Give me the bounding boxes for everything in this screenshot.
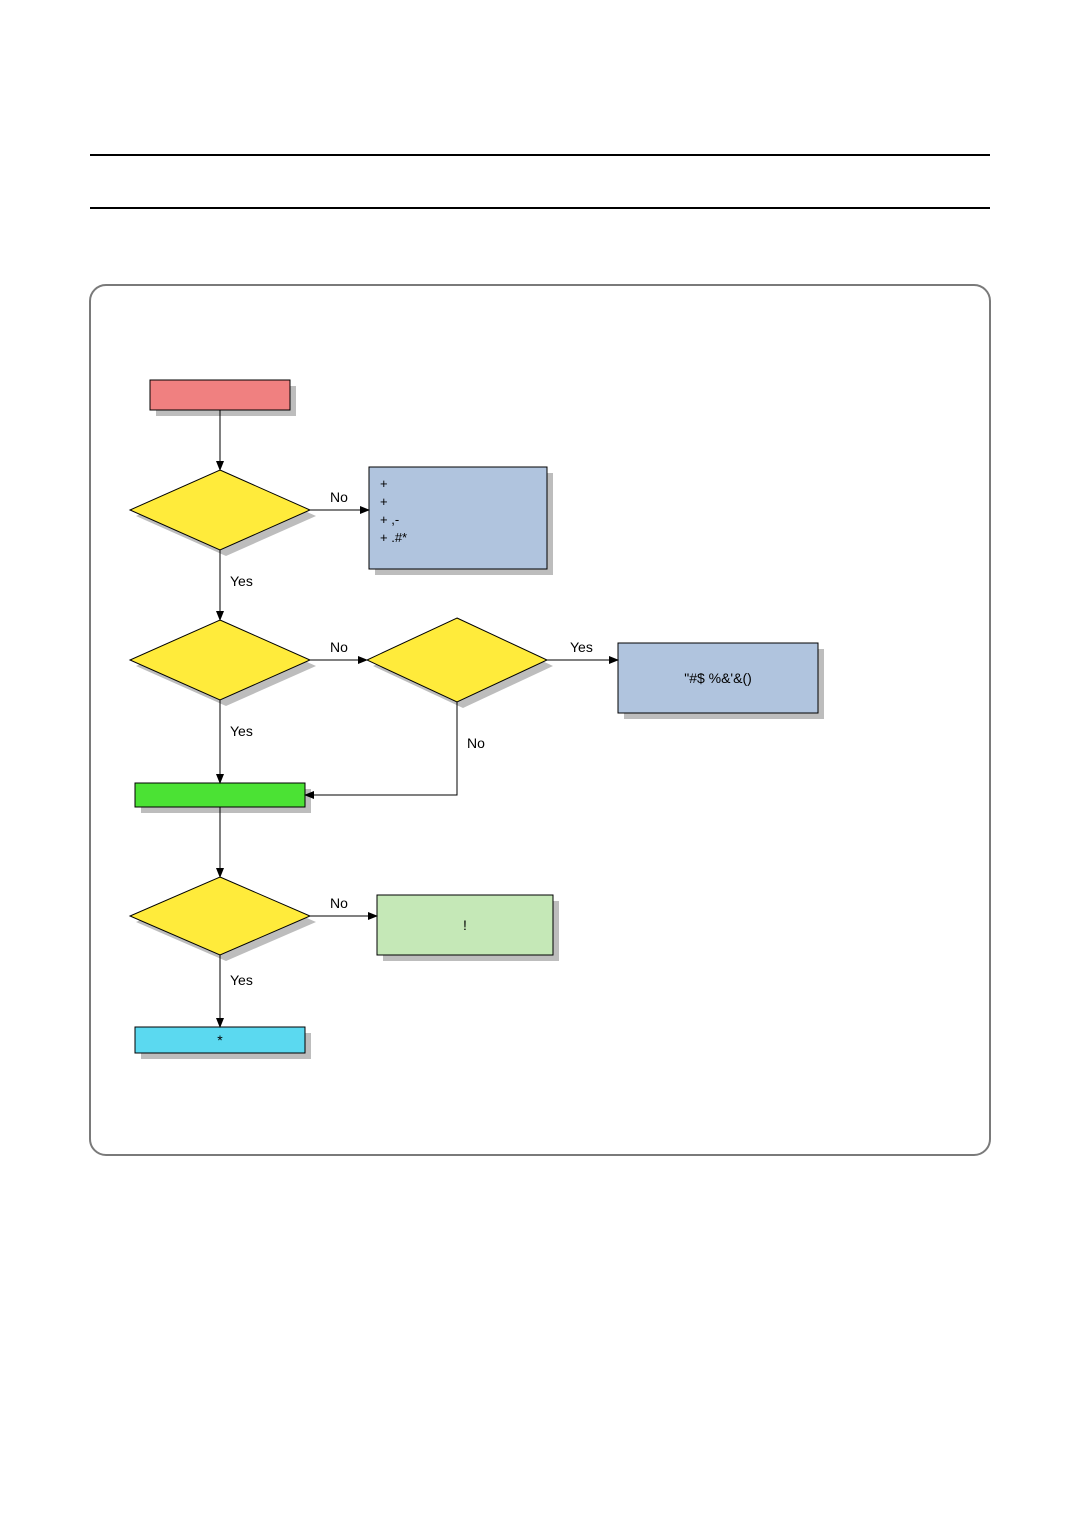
edge-8-label: No [330,895,348,911]
info1-text: + ,- [380,512,399,527]
flowchart-canvas: + + + ,- + .#* "#$ %&'&()! * No Yes No Yes Yes No No… [0,0,1080,1528]
proc_green [135,783,305,807]
edge-2-label: Yes [230,573,253,589]
edge-3-label: No [330,639,348,655]
edge-9-label: Yes [230,972,253,988]
info1-text: + .#* [380,530,407,545]
info2-text: "#$ %&'&() [684,670,752,686]
edge-6-label: No [467,735,485,751]
info3-text: ! [463,917,467,933]
info1-text: + [380,476,388,491]
edge-5-label: Yes [230,723,253,739]
edge-4-label: Yes [570,639,593,655]
edge-1-label: No [330,489,348,505]
end-text: * [217,1032,223,1048]
page: + + + ,- + .#* "#$ %&'&()! * No Yes No Yes Yes No No… [0,0,1080,1528]
start [150,380,290,410]
info1-text: + [380,494,388,509]
